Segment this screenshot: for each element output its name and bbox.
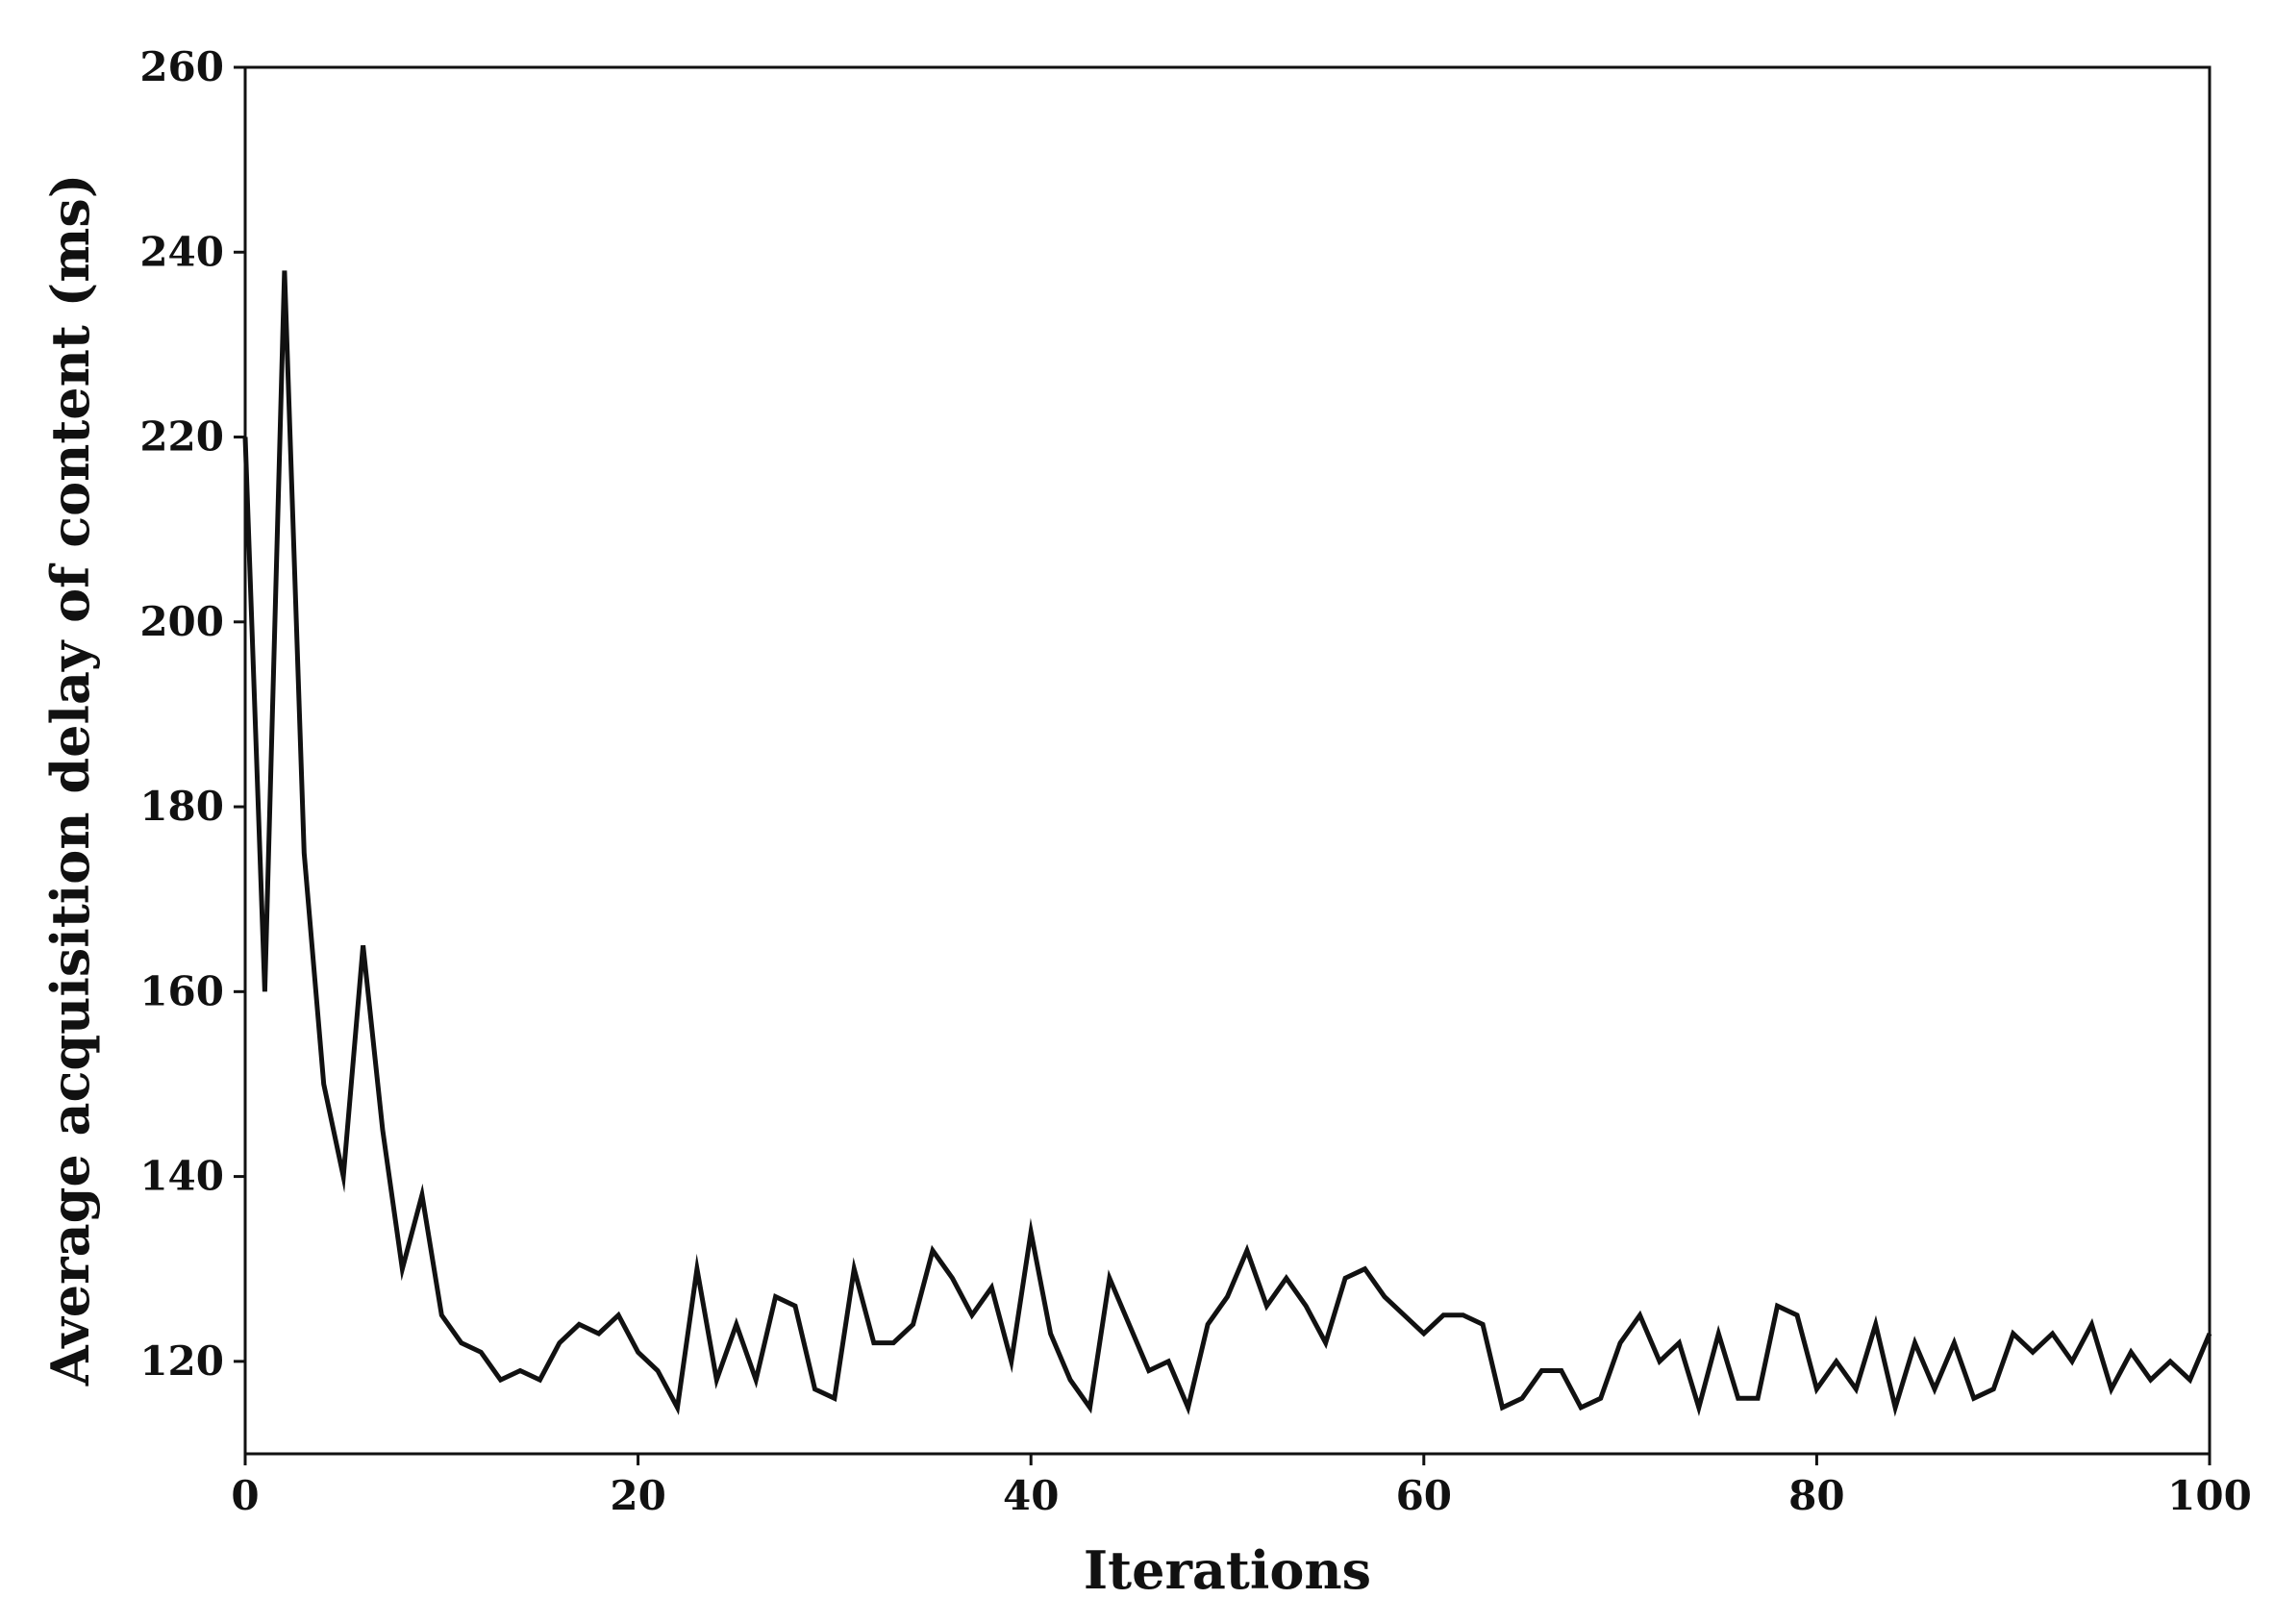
- x-axis: 0 20 40 60 80 100: [231, 1454, 2252, 1519]
- y-tick-label: 240: [139, 228, 224, 275]
- y-tick-label: 120: [139, 1337, 224, 1385]
- series-layer: [242, 270, 2212, 1417]
- x-tick-label: 20: [610, 1472, 665, 1519]
- x-axis-title: Iterations: [1084, 1539, 1371, 1601]
- y-tick-label: 220: [139, 413, 224, 461]
- y-axis: 120 140 160 180 200 220 240 260: [139, 43, 245, 1385]
- x-tick-label: 40: [1003, 1472, 1059, 1519]
- y-tick-label: 160: [139, 967, 224, 1014]
- x-tick-label: 0: [231, 1472, 259, 1519]
- y-tick-label: 260: [139, 43, 224, 90]
- series-line: [242, 270, 2212, 1417]
- x-tick-label: 80: [1788, 1472, 1844, 1519]
- x-tick-label: 60: [1396, 1472, 1452, 1519]
- y-axis-title: Average acquisition delay of content (ms…: [39, 174, 101, 1387]
- y-tick-label: 200: [139, 598, 224, 645]
- y-tick-label: 140: [139, 1153, 224, 1200]
- x-tick-label: 100: [2167, 1472, 2252, 1519]
- y-tick-label: 180: [139, 783, 224, 830]
- plot-frame: [243, 65, 2212, 1456]
- plot-area-border: [243, 65, 2212, 1456]
